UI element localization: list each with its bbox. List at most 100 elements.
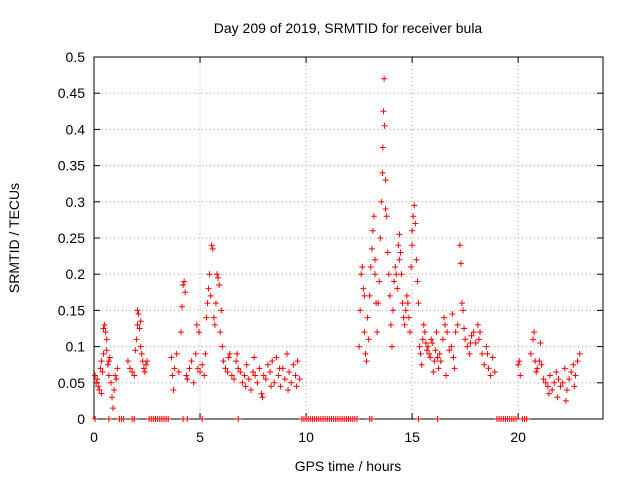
- data-point: [544, 383, 551, 390]
- data-point: [202, 350, 209, 357]
- data-point: [358, 271, 365, 278]
- data-point: [201, 372, 208, 379]
- data-point: [426, 350, 433, 357]
- data-point: [95, 383, 102, 390]
- data-point: [234, 350, 241, 357]
- data-point: [288, 379, 295, 386]
- data-point: [225, 354, 232, 361]
- data-point: [142, 361, 149, 368]
- data-point: [402, 307, 409, 314]
- data-point: [230, 376, 237, 383]
- data-point: [94, 376, 101, 383]
- data-point: [559, 379, 566, 386]
- data-point: [379, 144, 386, 151]
- data-point: [378, 198, 385, 205]
- data-point: [186, 365, 193, 372]
- data-point: [180, 282, 187, 289]
- data-point: [523, 416, 530, 422]
- data-point: [412, 220, 419, 227]
- data-point: [368, 245, 375, 252]
- data-point: [192, 350, 199, 357]
- data-point: [456, 242, 463, 249]
- data-point: [209, 245, 216, 252]
- data-point: [183, 372, 190, 379]
- data-point: [432, 347, 439, 354]
- data-point: [235, 365, 242, 372]
- data-point: [140, 365, 147, 372]
- data-point: [475, 336, 482, 343]
- data-point: [199, 416, 206, 422]
- data-point: [216, 282, 223, 289]
- data-point: [208, 242, 215, 249]
- data-point: [271, 379, 278, 386]
- data-point: [141, 368, 148, 375]
- data-point: [380, 108, 387, 115]
- data-point: [165, 416, 172, 422]
- data-point: [391, 278, 398, 285]
- data-point: [239, 379, 246, 386]
- data-point: [561, 365, 568, 372]
- data-point: [484, 350, 491, 357]
- data-point: [137, 318, 144, 325]
- data-point: [105, 416, 112, 422]
- data-point: [392, 263, 399, 270]
- y-tick-label: 0.5: [66, 49, 86, 65]
- data-point: [193, 321, 200, 328]
- data-point: [367, 263, 374, 270]
- data-point: [476, 329, 483, 336]
- data-point: [461, 325, 468, 332]
- data-point: [534, 365, 541, 372]
- data-point: [188, 358, 195, 365]
- data-point: [387, 321, 394, 328]
- data-point: [452, 329, 459, 336]
- data-point: [425, 343, 432, 350]
- data-point: [374, 329, 381, 336]
- data-point: [277, 383, 284, 390]
- data-point: [420, 321, 427, 328]
- data-point: [487, 372, 494, 379]
- data-point: [379, 169, 386, 176]
- data-point: [285, 387, 292, 394]
- y-axis-label: SRMTID / TECUs: [6, 183, 22, 293]
- x-tick-label: 0: [90, 429, 98, 445]
- data-point: [269, 358, 276, 365]
- data-point: [421, 329, 428, 336]
- data-point: [444, 329, 451, 336]
- data-point: [468, 332, 475, 339]
- data-point: [168, 354, 175, 361]
- data-point: [124, 358, 131, 365]
- data-point: [405, 314, 412, 321]
- data-point: [135, 311, 142, 318]
- data-point: [546, 372, 553, 379]
- data-point: [241, 372, 248, 379]
- data-point: [545, 390, 552, 397]
- data-point: [527, 350, 534, 357]
- data-point: [386, 292, 393, 299]
- data-point: [197, 368, 204, 375]
- data-point: [434, 416, 441, 422]
- data-point: [92, 372, 99, 379]
- data-point: [430, 368, 437, 375]
- data-point: [256, 365, 263, 372]
- data-point: [194, 365, 201, 372]
- data-point: [409, 242, 416, 249]
- data-point: [576, 350, 583, 357]
- data-point: [218, 307, 225, 314]
- data-point: [466, 350, 473, 357]
- data-point: [260, 372, 267, 379]
- data-point: [105, 372, 112, 379]
- data-point: [360, 285, 367, 292]
- data-point: [262, 376, 269, 383]
- data-point: [114, 365, 121, 372]
- data-point: [107, 379, 114, 386]
- data-point: [574, 358, 581, 365]
- data-point: [396, 231, 403, 238]
- data-point: [433, 329, 440, 336]
- data-point: [206, 271, 213, 278]
- data-point: [290, 361, 297, 368]
- data-point: [170, 387, 177, 394]
- data-point: [259, 394, 266, 401]
- data-point: [540, 376, 547, 383]
- data-point: [228, 372, 235, 379]
